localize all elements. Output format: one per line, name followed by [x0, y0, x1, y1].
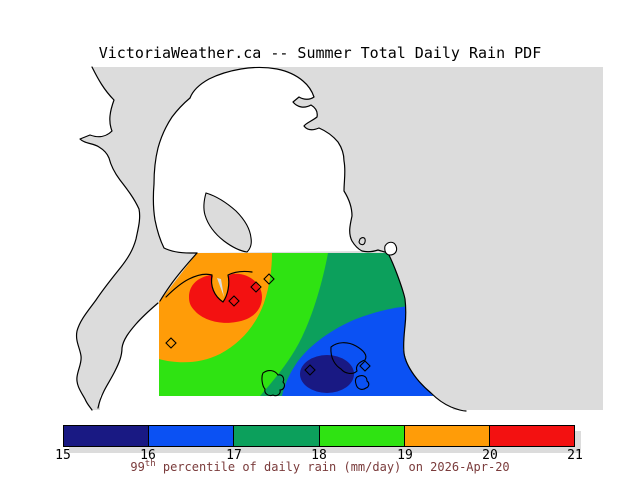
islet-northeast-small [358, 237, 366, 246]
colorbar-tick: 18 [311, 448, 327, 463]
page-title: VictoriaWeather.ca -- Summer Total Daily… [98, 44, 542, 62]
station-marker [228, 295, 240, 307]
caption-value: 99 [130, 460, 145, 474]
caption-text: percentile of daily rain (mm/day) on 202… [155, 460, 510, 474]
land-left-strip [62, 67, 140, 410]
colorbar-segment-17-18 [234, 425, 320, 447]
colorbar [63, 425, 576, 447]
coastline-central-west [152, 97, 198, 254]
colorbar-tick: 21 [567, 448, 583, 463]
islet-south [354, 375, 370, 390]
colorbar-segment-16-17 [149, 425, 235, 447]
headland-outline [261, 370, 285, 397]
caption-superscript: th [144, 459, 156, 469]
island-group-southeast [330, 342, 367, 374]
coastline-left [75, 66, 141, 411]
colorbar-tick: 20 [482, 448, 498, 463]
land-strait-gap [100, 396, 455, 412]
station-marker [250, 281, 262, 293]
station-marker [165, 337, 177, 349]
islet-northeast [384, 241, 398, 256]
colorbar-segment-18-19 [319, 425, 405, 447]
colorbar-segment-20-21 [489, 425, 576, 447]
station-marker [304, 364, 316, 376]
coastline-nw-wedge [159, 252, 198, 302]
station-marker [359, 360, 371, 372]
coastline-central-north-east [189, 66, 467, 412]
coastline-inner-harbour [165, 270, 253, 303]
colorbar-segment-19-20 [404, 425, 490, 447]
contour-15-16 [300, 355, 354, 393]
colorbar-tick: 19 [397, 448, 413, 463]
colorbar-caption: 99th percentile of daily rain (mm/day) o… [0, 459, 640, 474]
colorbar-tick: 16 [140, 448, 156, 463]
colorbar-tick: 15 [55, 448, 71, 463]
colorbar-segment-15-16 [63, 425, 150, 447]
water-inlet-arm [203, 192, 252, 253]
coastline-channel-east-bank [97, 302, 159, 409]
harbour-notch [217, 278, 224, 297]
colorbar-tick: 17 [226, 448, 242, 463]
station-marker [263, 273, 275, 285]
